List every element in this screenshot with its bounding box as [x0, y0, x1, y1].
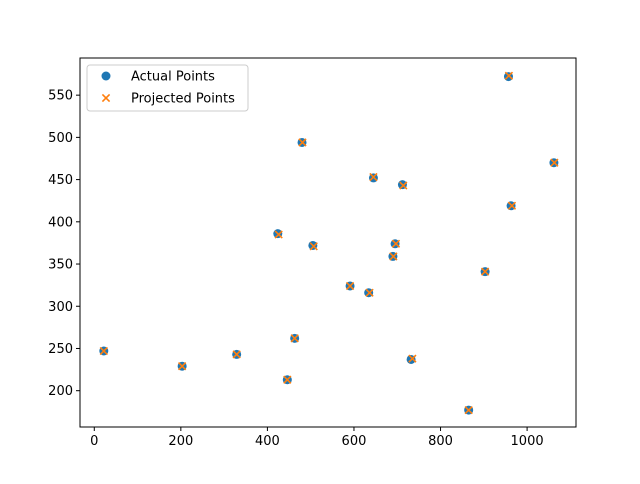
y-tick-label: 350 — [48, 258, 73, 273]
x-axis: 0 200 400 600 800 1000 — [90, 427, 544, 449]
projected-point — [365, 288, 374, 297]
plot-area — [99, 71, 559, 415]
legend-label: Actual Points — [131, 70, 215, 85]
projected-point — [298, 138, 307, 147]
y-tick-label: 400 — [48, 215, 73, 230]
projected-point — [507, 201, 517, 210]
projected-point — [290, 334, 299, 343]
legend-label: Projected Points — [131, 92, 235, 107]
projected-point — [309, 242, 318, 251]
x-tick-label: 0 — [90, 434, 98, 449]
projected-point — [391, 239, 401, 248]
y-tick-label: 450 — [48, 173, 73, 188]
legend-actual-marker — [101, 71, 111, 81]
projected-point — [369, 172, 378, 182]
projected-point — [480, 267, 490, 276]
x-tick-label: 200 — [168, 434, 193, 449]
y-tick-label: 550 — [48, 89, 73, 104]
projected-point — [399, 181, 408, 190]
x-tick-label: 1000 — [511, 434, 544, 449]
x-tick-label: 800 — [428, 434, 453, 449]
projected-point — [345, 281, 355, 291]
projected-point — [232, 350, 241, 359]
projected-point — [464, 405, 473, 415]
x-tick-label: 600 — [342, 434, 367, 449]
projected-point — [550, 158, 559, 167]
y-tick-label: 300 — [48, 300, 73, 315]
legend: Actual Points Projected Points — [86, 64, 249, 112]
projected-point — [408, 354, 417, 363]
projected-point — [389, 252, 398, 261]
projected-point — [274, 230, 283, 239]
x-tick-label: 400 — [255, 434, 280, 449]
projected-point — [99, 346, 108, 356]
y-tick-label: 250 — [48, 342, 73, 357]
legend-box — [86, 64, 249, 112]
y-tick-label: 500 — [48, 131, 73, 146]
y-tick-label: 200 — [48, 384, 73, 399]
plot-frame — [79, 57, 577, 428]
projected-point — [504, 71, 514, 80]
projected-point — [177, 362, 187, 371]
y-axis: 200 250 300 350 400 450 500 550 — [48, 89, 80, 399]
projected-point — [283, 375, 292, 384]
legend-projected-marker — [101, 93, 111, 103]
